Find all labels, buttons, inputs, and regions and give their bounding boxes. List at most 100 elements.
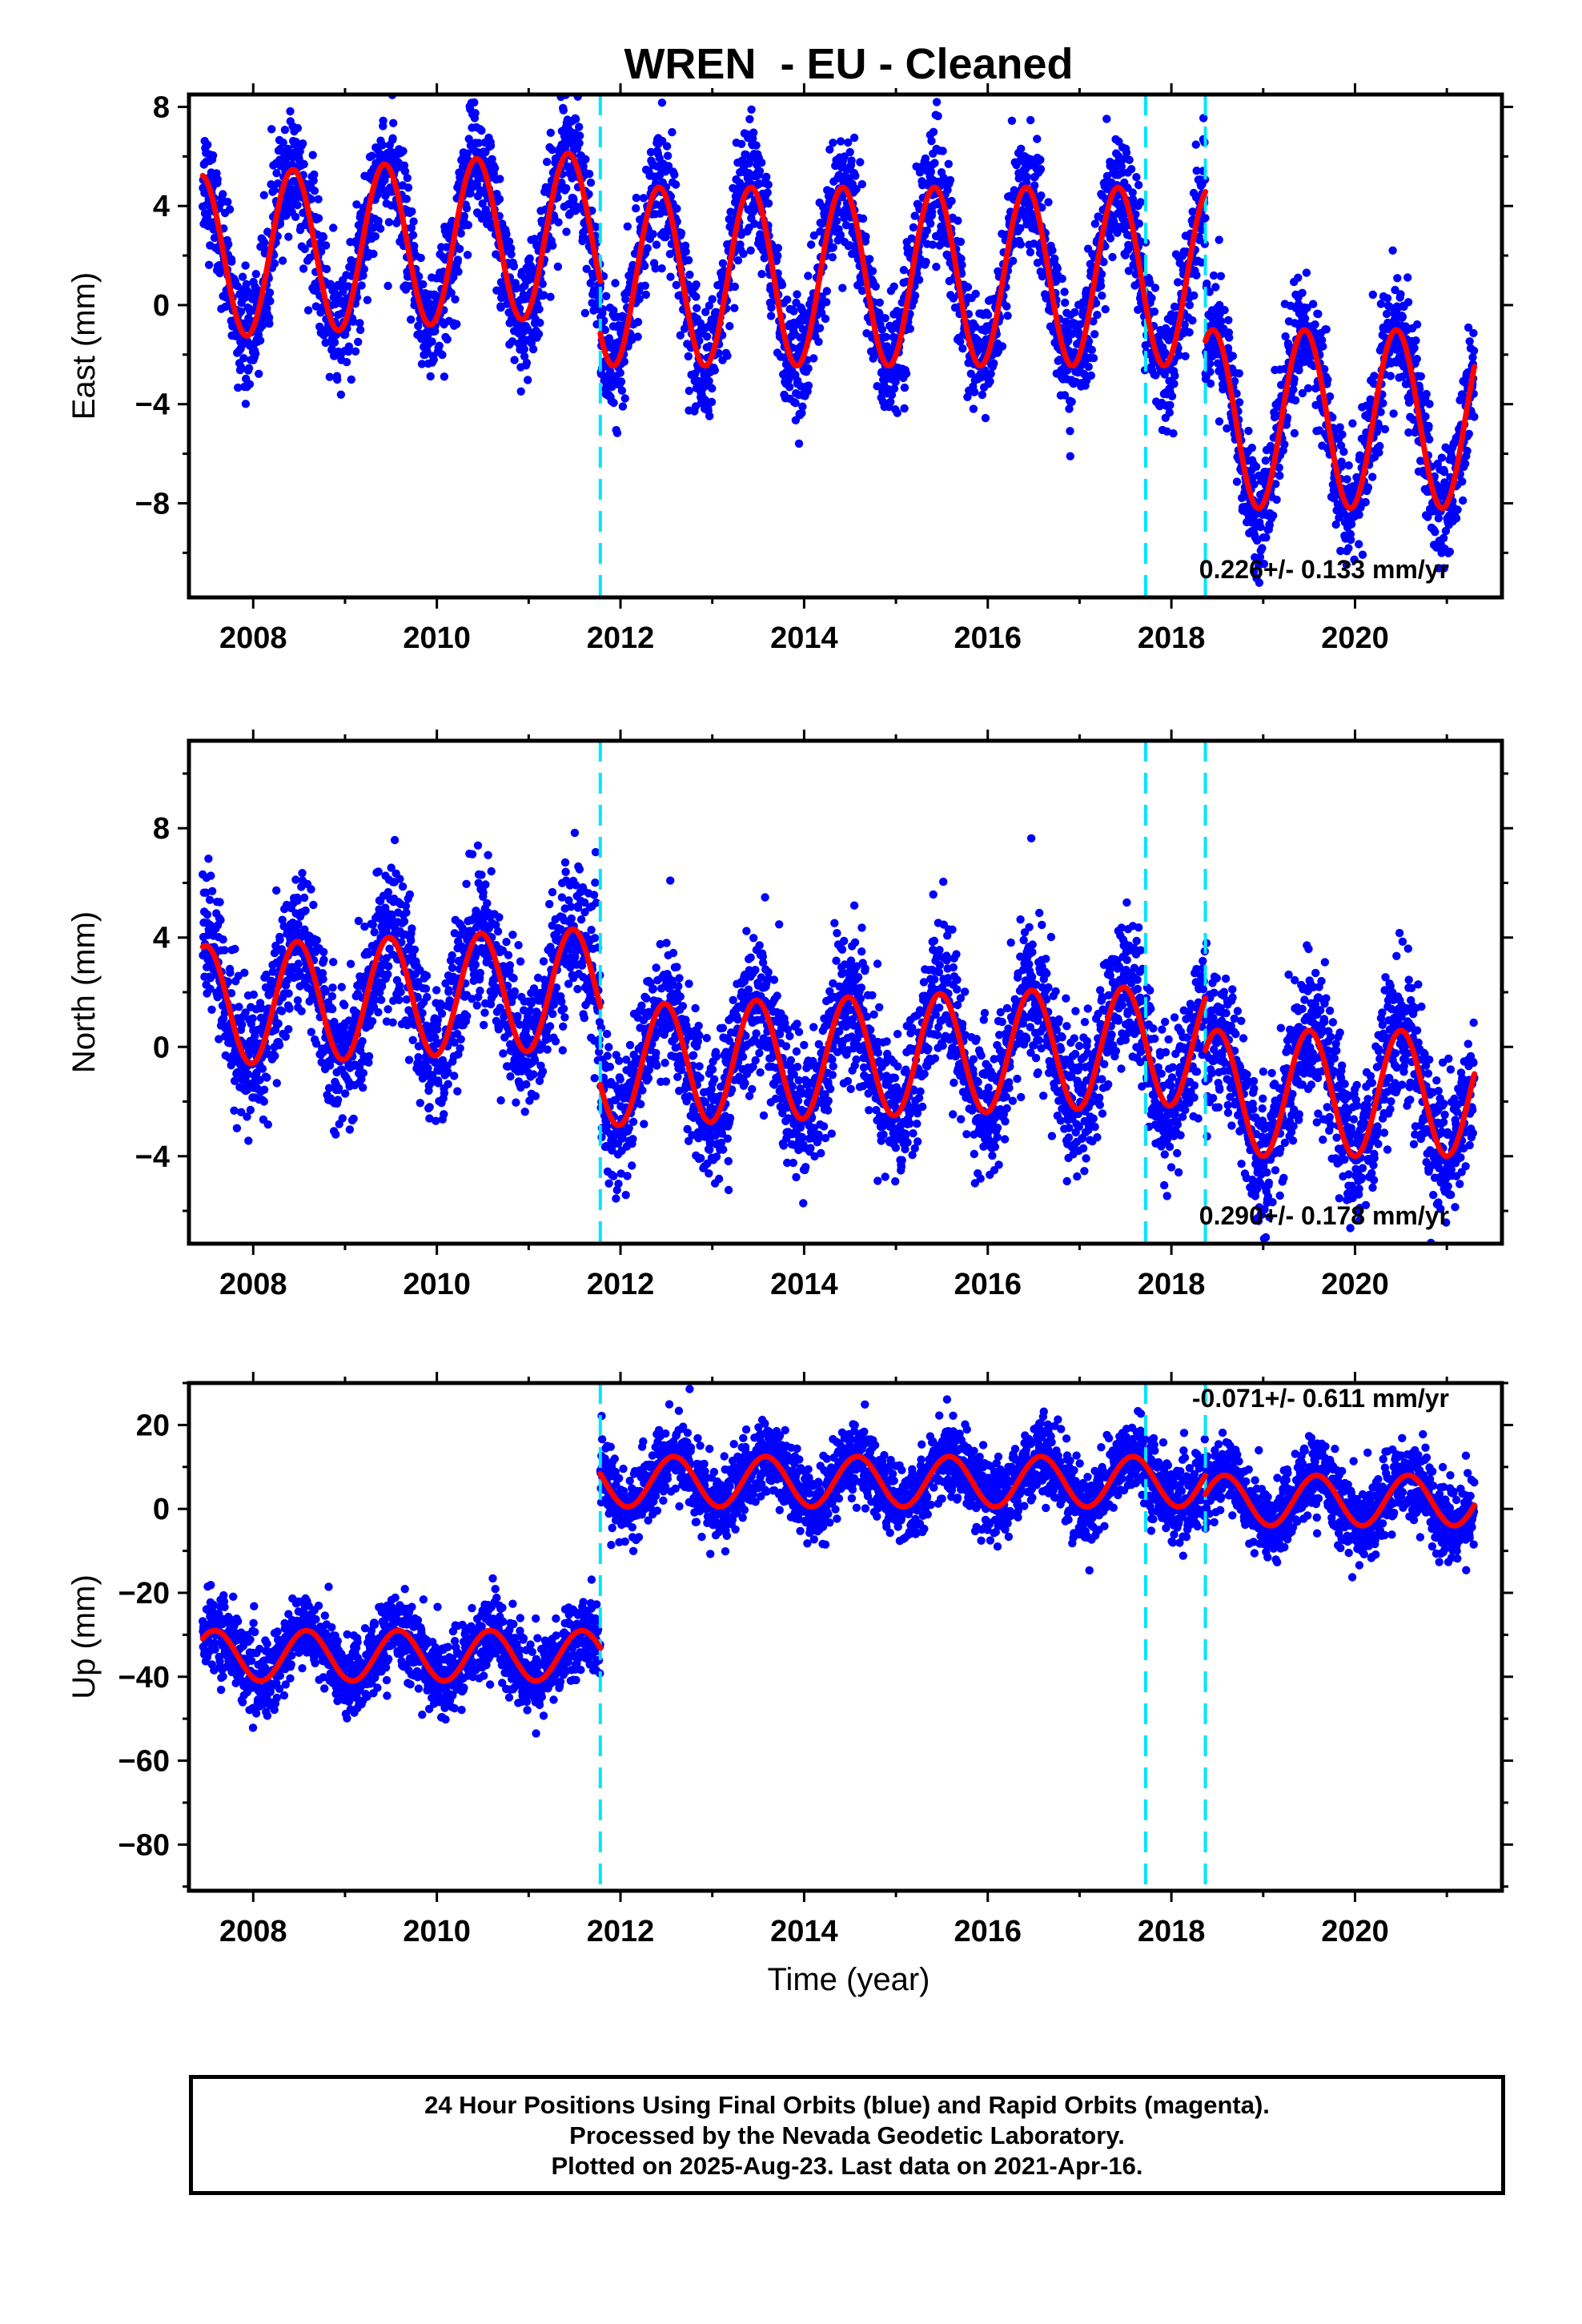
- data-point: [293, 200, 302, 210]
- data-point: [672, 280, 681, 290]
- data-point: [550, 212, 559, 221]
- data-point: [822, 287, 832, 296]
- data-point: [440, 372, 449, 381]
- data-point: [569, 195, 578, 204]
- data-point: [490, 163, 500, 173]
- data-point: [755, 167, 765, 175]
- data-point: [604, 334, 614, 343]
- data-point: [746, 246, 755, 255]
- data-point: [200, 188, 209, 198]
- data-point: [309, 176, 318, 185]
- data-point: [470, 98, 479, 107]
- data-point: [725, 322, 734, 331]
- data-point: [873, 382, 881, 391]
- data-point: [921, 257, 930, 267]
- y-tick-label: 8: [153, 90, 170, 124]
- x-tick-label: 2020: [1321, 621, 1389, 655]
- data-point: [259, 191, 268, 199]
- data-point: [749, 128, 758, 137]
- data-point: [764, 199, 773, 208]
- data-point: [1228, 352, 1238, 360]
- data-point: [1323, 375, 1332, 384]
- data-point: [310, 187, 319, 195]
- data-point: [389, 119, 398, 127]
- data-point: [865, 255, 874, 263]
- data-point: [927, 207, 937, 216]
- data-point: [516, 387, 525, 396]
- data-point: [684, 255, 693, 265]
- data-point: [1017, 144, 1026, 153]
- data-point: [336, 390, 346, 399]
- data-point: [272, 886, 281, 895]
- x-tick-label: 2014: [770, 621, 838, 655]
- data-point: [526, 262, 536, 271]
- data-point: [1111, 222, 1121, 231]
- data-point: [926, 219, 935, 228]
- data-point: [611, 279, 620, 287]
- data-point: [1439, 533, 1448, 543]
- data-point: [410, 242, 419, 251]
- data-point: [910, 292, 920, 300]
- data-point: [1201, 214, 1210, 223]
- data-point: [419, 279, 428, 289]
- data-point: [414, 321, 423, 331]
- data-point: [632, 193, 640, 203]
- data-point: [357, 281, 366, 290]
- data-point: [871, 282, 881, 291]
- data-point: [1431, 528, 1439, 537]
- data-point: [616, 368, 624, 377]
- data-point: [1232, 477, 1242, 486]
- data-point: [821, 314, 830, 324]
- data-point: [299, 264, 308, 273]
- data-point: [216, 915, 225, 925]
- data-point: [244, 1136, 253, 1145]
- data-point: [737, 139, 746, 148]
- data-point: [643, 243, 652, 253]
- data-point: [258, 1064, 267, 1073]
- data-point: [893, 408, 902, 417]
- data-point: [215, 898, 224, 907]
- data-point: [705, 412, 714, 420]
- data-point: [1396, 290, 1405, 299]
- data-point: [203, 209, 212, 218]
- data-point: [1061, 298, 1070, 308]
- data-point: [947, 196, 956, 206]
- data-point: [388, 134, 397, 143]
- data-point: [1170, 380, 1178, 388]
- data-point: [632, 204, 640, 213]
- data-point: [279, 138, 287, 147]
- data-point: [553, 262, 563, 271]
- data-point: [1412, 355, 1422, 364]
- data-point: [618, 402, 628, 411]
- data-point: [909, 223, 918, 232]
- data-point: [825, 145, 834, 154]
- data-point: [1134, 219, 1144, 228]
- data-point: [1093, 311, 1102, 320]
- data-point: [1150, 308, 1159, 316]
- data-point: [1084, 337, 1094, 346]
- x-tick-label: 2008: [219, 621, 287, 655]
- data-point: [1319, 342, 1327, 351]
- data-point: [648, 230, 657, 239]
- data-point: [641, 290, 650, 300]
- data-point: [415, 272, 424, 281]
- data-point: [1410, 344, 1419, 352]
- data-point: [633, 332, 642, 341]
- data-points: [199, 828, 1479, 1244]
- data-point: [1147, 294, 1156, 303]
- data-point: [255, 369, 263, 378]
- data-point: [400, 167, 410, 176]
- data-point: [277, 1007, 287, 1015]
- data-point: [886, 397, 895, 406]
- y-tick-label: −4: [135, 388, 170, 422]
- data-point: [1117, 72, 1125, 80]
- data-point: [609, 398, 618, 408]
- data-point: [914, 275, 924, 284]
- data-point: [327, 344, 336, 354]
- data-point: [249, 990, 259, 999]
- data-point: [1122, 148, 1131, 157]
- data-point: [692, 280, 701, 289]
- data-point: [509, 262, 519, 271]
- data-point: [1311, 320, 1319, 329]
- data-point: [219, 190, 227, 199]
